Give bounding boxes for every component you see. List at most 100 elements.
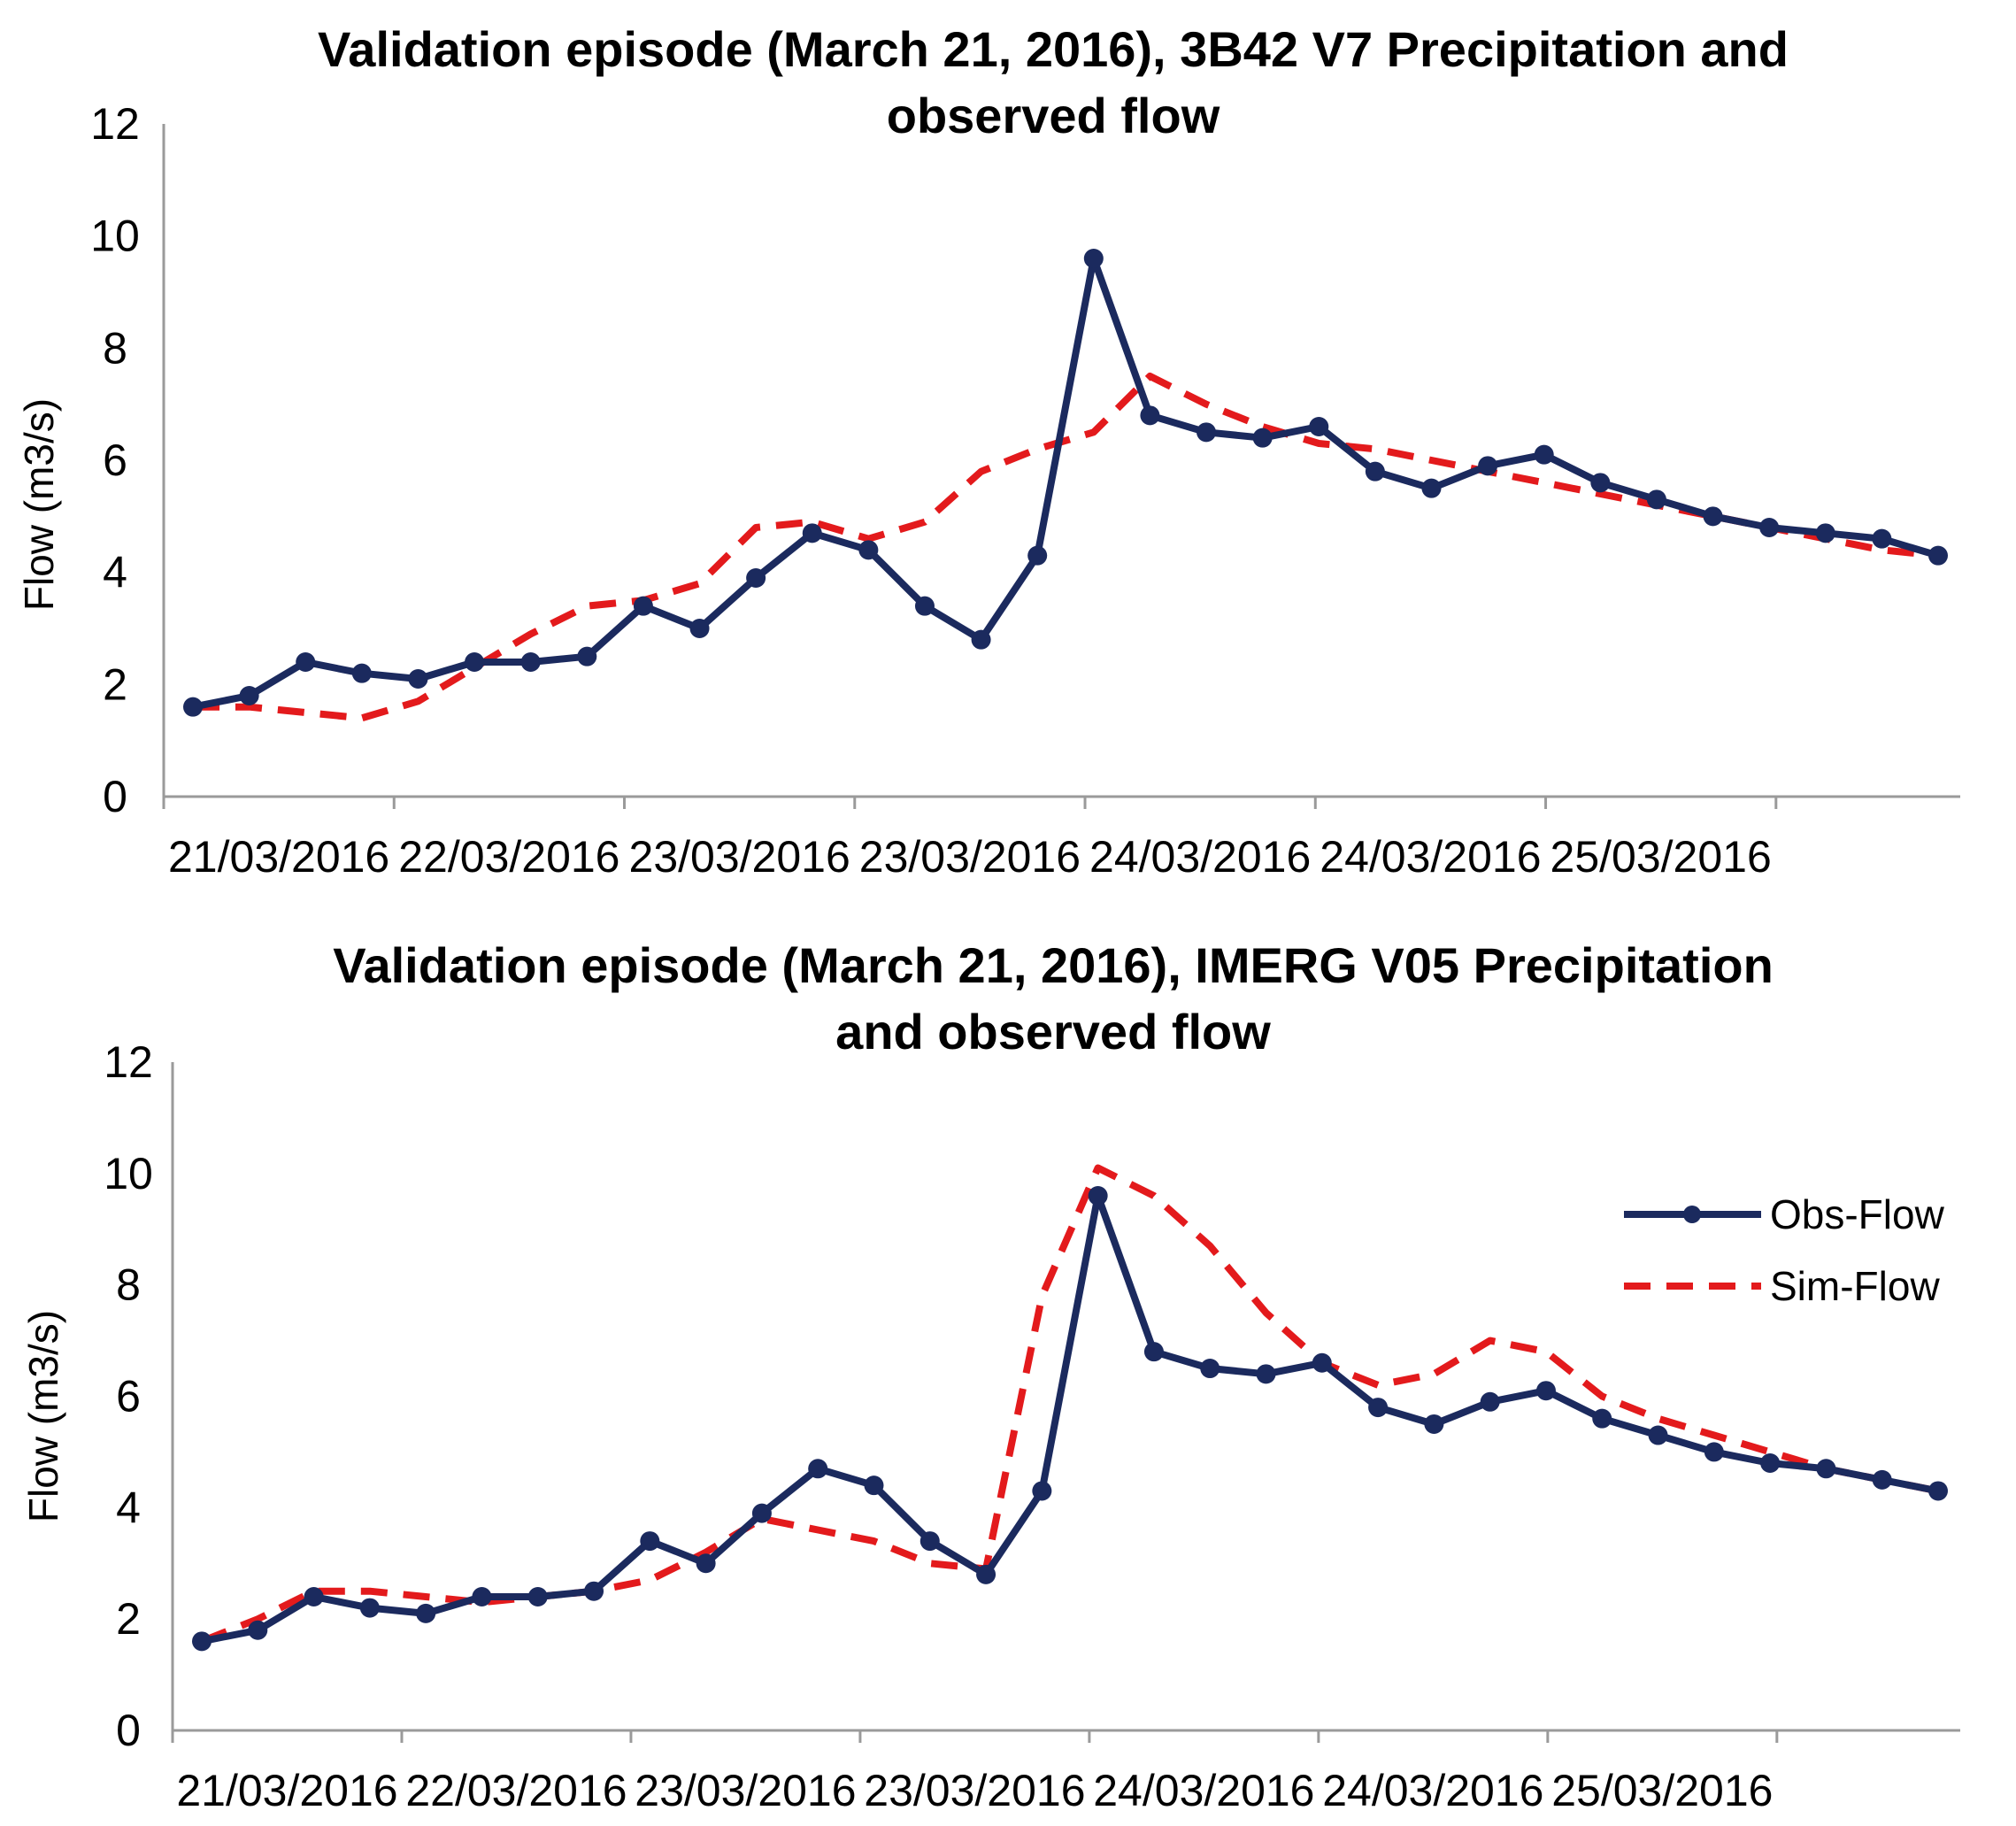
chart-title-line2: and observed flow: [835, 1004, 1271, 1059]
obs-flow-point: [472, 1587, 492, 1606]
obs-flow-point: [520, 652, 541, 672]
obs-flow-point: [1421, 478, 1442, 498]
x-tick-label: 24/03/2016: [1093, 1766, 1314, 1815]
obs-flow-point: [1534, 444, 1554, 465]
obs-flow-point: [1312, 1352, 1332, 1373]
obs-flow-point: [864, 1475, 884, 1496]
x-tick-label: 21/03/2016: [168, 832, 389, 882]
obs-flow-point: [971, 629, 991, 650]
obs-flow-point: [696, 1553, 716, 1574]
obs-flow-point: [1928, 545, 1948, 566]
obs-flow-point: [1648, 1425, 1668, 1445]
x-tick-label: 25/03/2016: [1551, 1766, 1773, 1815]
y-tick-label: 10: [104, 1149, 153, 1198]
legend-sim-label: Sim-Flow: [1770, 1263, 1940, 1309]
obs-flow-point: [351, 663, 372, 683]
obs-flow-point: [1759, 518, 1780, 537]
obs-flow-point: [1197, 422, 1217, 443]
x-tick-label: 22/03/2016: [398, 832, 619, 882]
obs-flow-point: [858, 540, 879, 560]
obs-flow-point: [751, 1503, 772, 1523]
legend-obs-label: Obs-Flow: [1770, 1191, 1945, 1237]
y-tick-label: 6: [116, 1372, 141, 1422]
obs-flow-point: [1478, 456, 1498, 476]
obs-flow-point: [633, 596, 653, 616]
obs-flow-point: [1480, 1391, 1500, 1412]
legend-obs-marker: [1683, 1206, 1701, 1223]
y-tick-label: 12: [90, 99, 140, 149]
y-tick-label: 4: [103, 548, 127, 597]
x-tick-label: 23/03/2016: [635, 1766, 856, 1815]
x-tick-label: 23/03/2016: [864, 1766, 1085, 1815]
y-tick-label: 8: [116, 1260, 141, 1310]
x-tick-label: 24/03/2016: [1322, 1766, 1543, 1815]
x-tick-label: 24/03/2016: [1089, 832, 1311, 882]
chart-imerg-v05: Validation episode (March 21, 2016), IME…: [20, 937, 1960, 1815]
obs-flow-point: [1592, 1408, 1612, 1429]
obs-flow-point: [802, 523, 822, 543]
y-tick-label: 12: [104, 1037, 153, 1087]
obs-flow-point: [1816, 1459, 1836, 1479]
obs-flow-point: [1704, 1442, 1724, 1462]
x-tick-label: 22/03/2016: [405, 1766, 627, 1815]
obs-flow-point: [1424, 1414, 1444, 1434]
obs-flow-point: [408, 669, 428, 689]
x-tick-label: 24/03/2016: [1320, 832, 1541, 882]
sim-flow-line: [200, 1164, 1939, 1645]
obs-flow-point: [1256, 1364, 1276, 1384]
obs-flow-point: [1815, 523, 1835, 543]
obs-flow-line: [192, 255, 1940, 711]
chart-title-line1: Validation episode (March 21, 2016), 3B4…: [318, 21, 1789, 77]
obs-flow-point: [1872, 1469, 1892, 1490]
obs-flow-point: [183, 697, 203, 717]
y-tick-label: 8: [103, 323, 127, 373]
obs-flow-point: [577, 646, 597, 666]
obs-flow-point: [689, 619, 710, 638]
y-axis-label: Flow (m3/s): [16, 398, 62, 611]
obs-flow-line: [201, 1192, 1939, 1645]
obs-flow-point: [465, 652, 485, 672]
obs-flow-point: [914, 596, 935, 616]
obs-flow-point: [1368, 1398, 1389, 1418]
obs-flow-point: [976, 1564, 996, 1584]
y-tick-label: 2: [116, 1594, 141, 1644]
obs-flow-point: [296, 652, 316, 672]
obs-flow-point: [1309, 417, 1329, 436]
obs-flow-point: [359, 1598, 380, 1618]
obs-flow-point: [304, 1587, 324, 1606]
x-tick-label: 23/03/2016: [629, 832, 850, 882]
y-tick-label: 0: [116, 1706, 141, 1755]
x-tick-label: 21/03/2016: [176, 1766, 397, 1815]
obs-flow-point: [192, 1631, 212, 1652]
obs-flow-point: [920, 1531, 940, 1552]
chart-title-line1: Validation episode (March 21, 2016), IME…: [333, 937, 1774, 993]
chart-title-line2: observed flow: [887, 88, 1220, 143]
obs-flow-point: [1252, 428, 1273, 448]
y-tick-label: 0: [103, 772, 127, 821]
obs-flow-point: [248, 1620, 268, 1640]
obs-flow-point: [584, 1581, 604, 1601]
obs-flow-point: [1760, 1453, 1781, 1473]
obs-flow-point: [1200, 1359, 1220, 1379]
obs-flow-point: [1143, 1342, 1164, 1362]
y-axis-label: Flow (m3/s): [20, 1310, 66, 1522]
obs-flow-point: [746, 568, 766, 588]
y-tick-label: 2: [103, 659, 127, 709]
obs-flow-point: [1140, 405, 1160, 426]
obs-flow-point: [1088, 1186, 1108, 1206]
y-tick-label: 10: [90, 212, 140, 261]
obs-flow-point: [1535, 1381, 1556, 1401]
x-tick-label: 25/03/2016: [1550, 832, 1772, 882]
chart-3b42-v7: Validation episode (March 21, 2016), 3B4…: [16, 21, 1960, 882]
obs-flow-point: [1083, 249, 1104, 268]
obs-flow-point: [527, 1587, 548, 1606]
obs-flow-point: [1703, 506, 1723, 527]
obs-flow-point: [808, 1459, 828, 1479]
obs-flow-point: [1365, 461, 1385, 482]
obs-flow-point: [1646, 489, 1666, 510]
y-tick-label: 6: [103, 435, 127, 485]
y-tick-label: 4: [116, 1483, 141, 1532]
obs-flow-point: [640, 1531, 660, 1552]
obs-flow-point: [1590, 473, 1611, 493]
